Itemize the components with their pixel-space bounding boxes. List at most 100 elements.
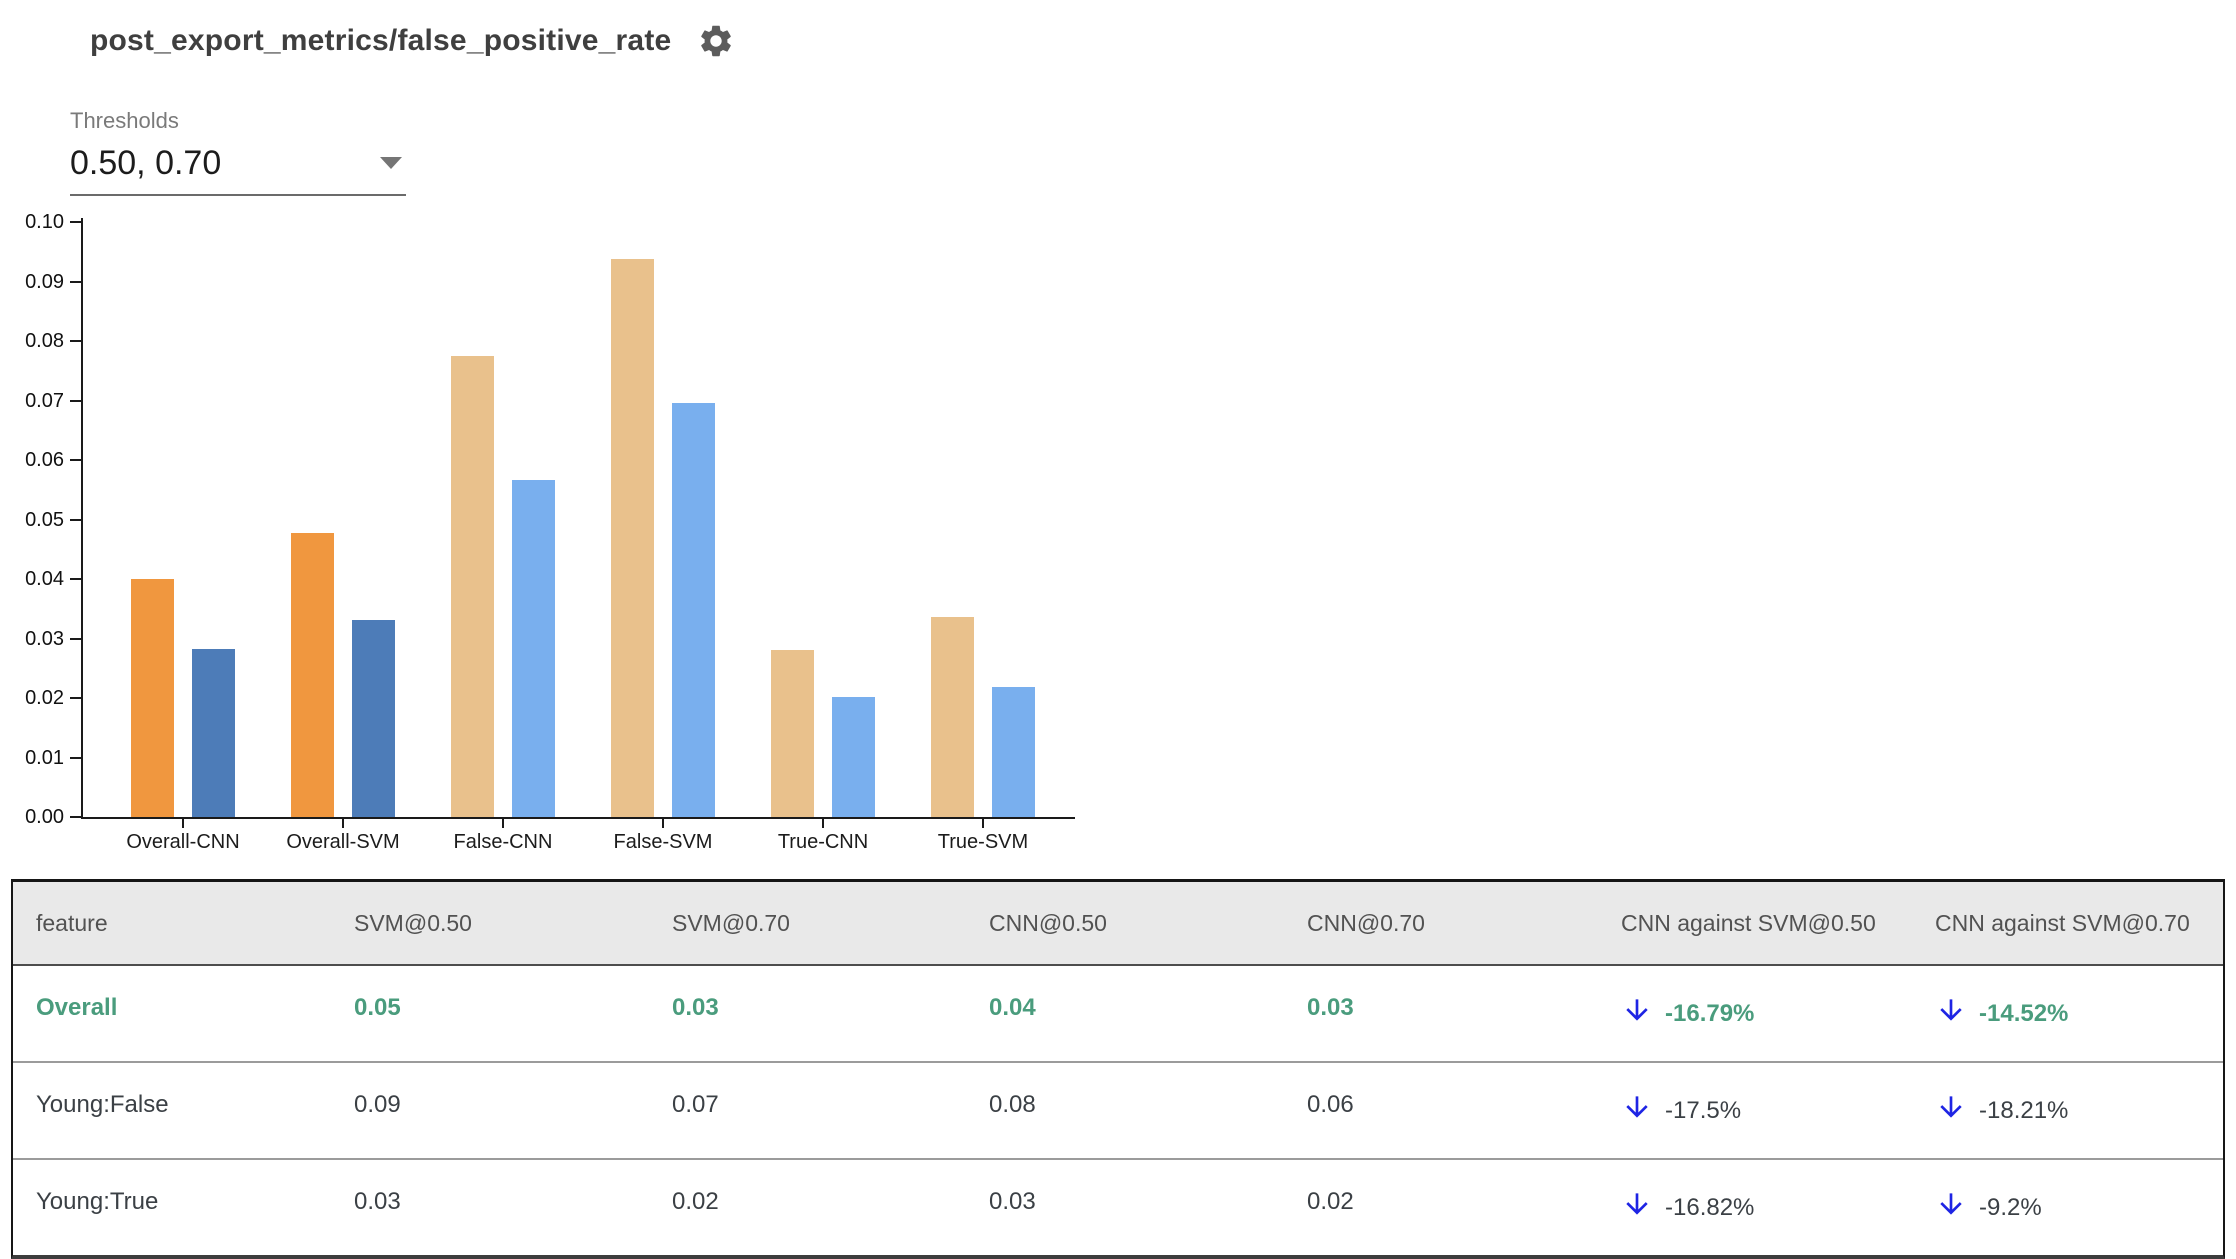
delta-cell: -16.82% <box>1598 1160 1912 1255</box>
feature-cell: Young:False <box>36 1091 169 1118</box>
thresholds-value: 0.50, 0.70 <box>70 143 222 182</box>
settings-gear-icon[interactable] <box>697 22 735 60</box>
y-axis-tick <box>70 637 81 640</box>
arrow-down-icon <box>1940 1193 1962 1215</box>
y-axis-tick-label: 0.07 <box>25 389 64 412</box>
y-axis-line <box>81 218 83 819</box>
dropdown-underline <box>70 194 406 196</box>
arrow-down-icon <box>1940 999 1962 1021</box>
y-axis-tick-label: 0.08 <box>25 330 64 352</box>
delta-cell: -14.52% <box>1912 966 2227 1061</box>
column-header: CNN@0.70 <box>1307 909 1425 936</box>
x-axis-tick <box>662 819 664 828</box>
y-axis-tick-label: 0.03 <box>25 627 64 650</box>
y-axis-tick <box>70 399 81 402</box>
value-cell: 0.05 <box>354 994 401 1021</box>
y-axis-tick-label: 0.10 <box>25 211 64 233</box>
x-axis-category-label: False-CNN <box>453 831 553 853</box>
y-axis-tick <box>70 221 81 223</box>
arrow-down-icon <box>1940 1096 1962 1118</box>
delta-percentage: -16.82% <box>1665 1194 1755 1221</box>
thresholds-label: Thresholds <box>70 108 179 133</box>
bar-True-SVM-threshold0.50[interactable] <box>931 617 974 817</box>
false-positive-rate-bar-chart: 0.00 0.01 0.02 0.03 0.04 0.05 0.06 0.07 0.08 0.09… <box>0 0 1120 880</box>
feature-cell: Young:True <box>36 1188 159 1215</box>
arrow-down-icon <box>1626 1096 1648 1118</box>
value-cell: 0.04 <box>989 994 1036 1021</box>
y-axis-tick <box>70 756 81 759</box>
table-row-young-true: Young:True 0.03 0.02 0.03 0.02 -16.82% -9.2% <box>13 1160 2223 1255</box>
y-axis-tick-label: 0.02 <box>25 687 64 709</box>
bar-Overall-SVM-threshold0.50[interactable] <box>291 533 334 817</box>
x-axis-tick <box>182 819 184 828</box>
x-axis-category-label: True-CNN <box>777 831 869 853</box>
delta-percentage: -16.79% <box>1665 1000 1755 1027</box>
bar-False-SVM-threshold0.70[interactable] <box>672 403 715 817</box>
x-axis-tick <box>342 819 344 828</box>
y-axis-tick-label: 0.01 <box>25 746 64 769</box>
column-header: CNN@0.50 <box>989 909 1107 936</box>
table-row-overall: Overall 0.05 0.03 0.04 0.03 -16.79% -14.52% <box>13 966 2223 1063</box>
value-cell: 0.07 <box>672 1091 719 1118</box>
y-axis-tick <box>70 578 81 580</box>
arrow-down-icon <box>1626 1193 1648 1215</box>
y-axis-tick-label: 0.09 <box>25 270 64 293</box>
bar-False-SVM-threshold0.50[interactable] <box>611 259 654 817</box>
arrow-down-icon <box>1626 999 1648 1021</box>
x-axis-category-label: True-SVM <box>937 831 1029 853</box>
value-cell: 0.09 <box>354 1091 401 1118</box>
y-axis-tick <box>70 816 81 818</box>
y-axis-tick-label: 0.06 <box>25 449 64 471</box>
y-axis-tick <box>70 340 81 342</box>
y-axis-tick <box>70 280 81 283</box>
value-cell: 0.03 <box>1307 994 1354 1021</box>
y-axis-tick <box>70 697 81 699</box>
delta-cell: -16.79% <box>1598 966 1912 1061</box>
y-axis-tick-label: 0.00 <box>25 806 64 828</box>
value-cell: 0.03 <box>989 1188 1036 1215</box>
bar-Overall-CNN-threshold0.50[interactable] <box>131 579 174 817</box>
delta-cell: -18.21% <box>1912 1063 2227 1158</box>
x-axis-category-label: False-SVM <box>613 831 713 853</box>
delta-percentage: -18.21% <box>1979 1097 2069 1124</box>
delta-cell: -17.5% <box>1598 1063 1912 1158</box>
value-cell: 0.03 <box>672 994 719 1021</box>
column-header: CNN against SVM@0.50 <box>1621 909 1876 936</box>
bar-Overall-SVM-threshold0.70[interactable] <box>352 620 395 817</box>
bar-True-SVM-threshold0.70[interactable] <box>992 687 1035 817</box>
bar-False-CNN-threshold0.70[interactable] <box>512 480 555 817</box>
thresholds-dropdown[interactable]: Thresholds 0.50, 0.70 <box>70 108 406 196</box>
delta-percentage: -14.52% <box>1979 1000 2069 1027</box>
page-title: post_export_metrics/false_positive_rate <box>90 24 672 57</box>
bar-False-CNN-threshold0.50[interactable] <box>451 356 494 817</box>
y-axis-tick <box>70 518 81 521</box>
value-cell: 0.06 <box>1307 1091 1354 1118</box>
table-header-row: feature SVM@0.50 SVM@0.70 CNN@0.50 CNN@0.70 C… <box>13 882 2223 966</box>
x-axis-tick <box>822 819 824 828</box>
y-axis-tick-label: 0.04 <box>25 568 64 590</box>
value-cell: 0.03 <box>354 1188 401 1215</box>
bar-True-CNN-threshold0.50[interactable] <box>771 650 814 817</box>
metric-header: post_export_metrics/false_positive_rate <box>90 22 735 60</box>
bar-Overall-CNN-threshold0.70[interactable] <box>192 649 235 817</box>
column-header: SVM@0.70 <box>672 909 790 936</box>
column-header: feature <box>36 909 108 936</box>
x-axis-tick <box>982 819 984 828</box>
table-row-young-false: Young:False 0.09 0.07 0.08 0.06 -17.5% -18.21% <box>13 1063 2223 1160</box>
feature-cell: Overall <box>36 994 118 1021</box>
x-axis-category-label: Overall-CNN <box>126 831 240 853</box>
chevron-down-icon <box>380 157 402 169</box>
x-axis-category-label: Overall-SVM <box>286 831 400 853</box>
metrics-table: feature SVM@0.50 SVM@0.70 CNN@0.50 CNN@0.70 C… <box>11 879 2225 1259</box>
value-cell: 0.02 <box>672 1188 719 1215</box>
delta-cell: -9.2% <box>1912 1160 2227 1255</box>
x-axis-line <box>81 817 1075 819</box>
value-cell: 0.02 <box>1307 1188 1354 1215</box>
bar-True-CNN-threshold0.70[interactable] <box>832 697 875 817</box>
y-axis-tick-label: 0.05 <box>25 508 64 531</box>
value-cell: 0.08 <box>989 1091 1036 1118</box>
column-header: SVM@0.50 <box>354 909 472 936</box>
delta-percentage: -9.2% <box>1979 1194 2042 1221</box>
y-axis-tick <box>70 459 81 461</box>
column-header: CNN against SVM@0.70 <box>1935 909 2190 936</box>
